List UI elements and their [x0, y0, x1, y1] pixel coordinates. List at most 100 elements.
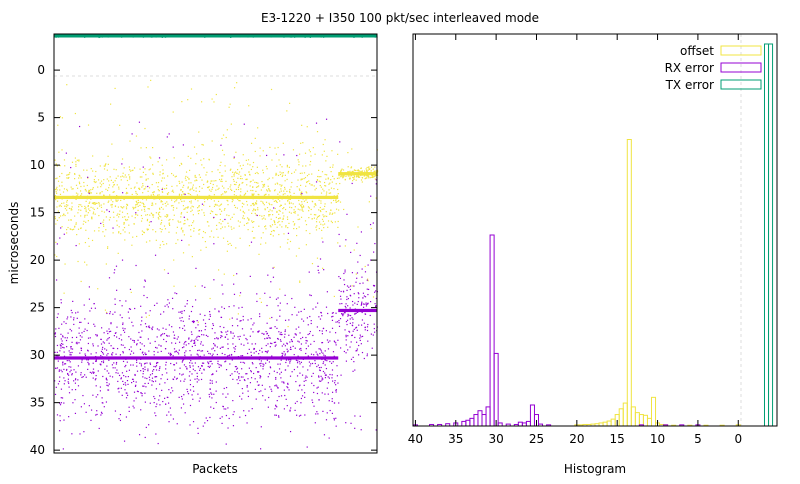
scatter-point [86, 195, 89, 197]
scatter-point [371, 35, 373, 37]
scatter-point [317, 375, 320, 377]
scatter-point [346, 319, 349, 321]
scatter-point [120, 356, 122, 359]
scatter-point [214, 344, 216, 346]
scatter-point [342, 315, 344, 317]
scatter-point [222, 405, 224, 407]
scatter-point [311, 218, 313, 220]
scatter-point [65, 339, 68, 342]
scatter-point [98, 201, 100, 204]
scatter-point [306, 126, 308, 128]
scatter-point [257, 172, 259, 175]
scatter-point [276, 182, 278, 184]
scatter-point [274, 326, 276, 328]
scatter-point [338, 402, 340, 404]
scatter-point [136, 182, 138, 184]
scatter-band [54, 195, 339, 200]
scatter-point [67, 372, 69, 375]
scatter-point [105, 188, 107, 190]
scatter-point [166, 214, 168, 216]
scatter-point [370, 259, 372, 261]
scatter-point [160, 345, 162, 347]
scatter-point [293, 192, 295, 195]
scatter-point [68, 350, 70, 352]
scatter-point [226, 355, 229, 357]
scatter-point [233, 347, 235, 349]
scatter-point [58, 380, 61, 382]
scatter-point [253, 372, 255, 375]
scatter-point [294, 402, 297, 404]
scatter-point [338, 209, 340, 211]
scatter-point [329, 340, 331, 342]
scatter-point [286, 190, 288, 192]
scatter-point [252, 189, 254, 192]
scatter-point [83, 181, 85, 184]
scatter-point [223, 209, 226, 211]
scatter-point [191, 394, 193, 396]
scatter-point [126, 179, 129, 182]
scatter-point [305, 348, 307, 350]
y-tick-label: 30 [30, 348, 45, 362]
scatter-point [309, 36, 311, 38]
scatter-point [338, 322, 340, 324]
scatter-point [246, 200, 248, 203]
scatter-point [208, 352, 210, 355]
scatter-point [84, 318, 86, 320]
scatter-point [271, 342, 273, 345]
scatter-point [330, 197, 332, 200]
scatter-point [351, 317, 353, 319]
scatter-point [181, 36, 184, 38]
scatter-point [214, 345, 216, 347]
scatter-point [154, 346, 157, 349]
scatter-point [266, 352, 268, 354]
scatter-point [61, 202, 63, 205]
scatter-point [67, 204, 69, 206]
scatter-point [266, 190, 269, 192]
scatter-point [289, 341, 291, 343]
scatter-point [324, 374, 327, 376]
scatter-point [240, 195, 242, 197]
scatter-point [329, 166, 331, 168]
scatter-point [208, 393, 210, 396]
scatter-point [305, 379, 307, 382]
scatter-point [144, 188, 146, 190]
scatter-point [300, 192, 302, 194]
scatter-point [168, 324, 170, 326]
scatter-point [216, 228, 218, 230]
scatter-point [349, 307, 351, 309]
scatter-point [71, 348, 74, 350]
scatter-point [233, 227, 235, 229]
scatter-point [143, 203, 145, 206]
scatter-point [326, 174, 328, 176]
scatter-point [200, 343, 202, 345]
scatter-point [189, 366, 191, 368]
scatter-point [257, 185, 260, 187]
scatter-point [313, 405, 315, 407]
scatter-point [167, 214, 169, 216]
scatter-point [59, 35, 61, 37]
scatter-point [62, 362, 64, 364]
scatter-point [198, 204, 200, 207]
scatter-point [221, 180, 223, 183]
scatter-point [142, 35, 144, 37]
scatter-point [80, 215, 82, 217]
scatter-point [75, 192, 78, 194]
scatter-point [162, 173, 164, 175]
scatter-point [136, 344, 138, 346]
scatter-point [194, 176, 196, 178]
scatter-point [320, 210, 322, 213]
scatter-point [168, 219, 170, 221]
y-tick-label: 10 [30, 158, 45, 172]
scatter-point [322, 362, 324, 365]
scatter-point [353, 36, 355, 38]
scatter-point [183, 208, 185, 210]
scatter-point [300, 337, 302, 340]
scatter-point [264, 226, 266, 228]
scatter-point [64, 214, 66, 217]
scatter-point [126, 204, 129, 206]
scatter-point [161, 219, 163, 221]
scatter-point [168, 302, 170, 304]
scatter-point [246, 204, 249, 206]
scatter-point [106, 330, 108, 332]
scatter-point [74, 157, 77, 159]
